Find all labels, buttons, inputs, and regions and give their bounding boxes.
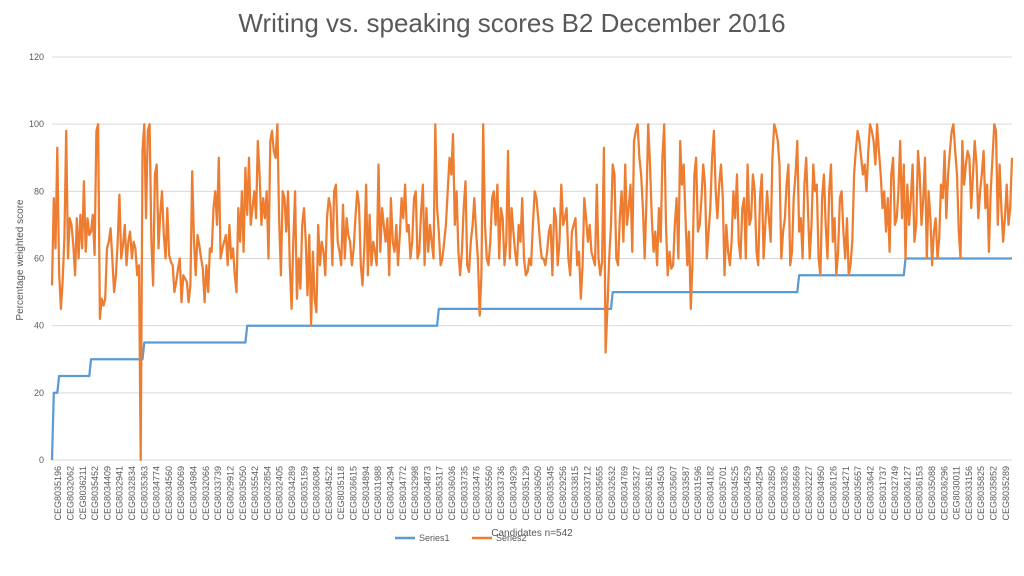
x-tick-label: CEG8035159 — [299, 466, 309, 521]
x-tick-label: CEG8033476 — [472, 466, 482, 521]
x-tick-label: CEG8034529 — [742, 466, 752, 521]
x-tick-label: CEG8029256 — [558, 466, 568, 521]
x-tick-label: CEG8034984 — [189, 466, 199, 521]
x-tick-label: CEG8031596 — [693, 466, 703, 521]
x-axis: CEG8035196 CEG8032062 CEG8036211 CEG8035452… — [53, 466, 1011, 521]
x-tick-label: CEG8036182 — [644, 466, 654, 521]
x-tick-label: CEG8036211 — [78, 466, 88, 520]
x-tick-label: CEG8033739 — [213, 466, 223, 521]
x-tick-label: CEG8036153 — [915, 466, 925, 521]
x-tick-label: CEG8035317 — [435, 466, 445, 521]
x-tick-label: CEG8034929 — [509, 466, 519, 521]
y-tick-label: 80 — [34, 186, 44, 196]
y-axis: 0 20 40 60 80 100 120 — [29, 52, 44, 465]
x-tick-label: CEG8034774 — [152, 466, 162, 521]
x-tick-label: CEG8035327 — [632, 466, 642, 521]
x-tick-label: CEG8035560 — [484, 466, 494, 521]
x-tick-label: CEG8035852 — [989, 466, 999, 521]
y-tick-label: 60 — [34, 254, 44, 264]
series-group — [50, 123, 1014, 462]
x-tick-label: CEG8032850 — [767, 466, 777, 521]
x-tick-label: CEG8033712 — [582, 466, 592, 521]
x-tick-label: CEG8036084 — [312, 466, 322, 521]
x-tick-label: CEG8033815 — [570, 466, 580, 521]
x-tick-label: CEG8034772 — [398, 466, 408, 521]
x-tick-label: CEG8034522 — [324, 466, 334, 521]
x-tick-label: CEG8032227 — [804, 466, 814, 521]
x-tick-label: CEG8035657 — [853, 466, 863, 521]
x-tick-label: CEG8034950 — [816, 466, 826, 521]
x-tick-label: CEG8035129 — [521, 466, 531, 521]
y-tick-label: 0 — [39, 455, 44, 465]
x-axis-title: Candidates n=542 — [491, 528, 573, 539]
x-tick-label: CEG8035118 — [336, 466, 346, 520]
x-tick-label: CEG8035363 — [139, 466, 149, 521]
x-tick-label: CEG8035050 — [238, 466, 248, 521]
x-tick-label: CEG8033642 — [866, 466, 876, 521]
x-tick-label: CEG8036615 — [349, 466, 359, 521]
series-line-series1 — [50, 257, 1012, 461]
x-tick-label: CEG8034873 — [422, 466, 432, 521]
x-tick-label: CEG8034894 — [361, 466, 371, 521]
y-tick-label: 40 — [34, 321, 44, 331]
legend: Series1 Series2 — [395, 533, 527, 543]
x-tick-label: CEG8034271 — [841, 466, 851, 521]
x-tick-label: CEG8035825 — [976, 466, 986, 521]
x-tick-label: CEG8032632 — [607, 466, 617, 521]
x-tick-label: CEG8036069 — [176, 466, 186, 521]
x-tick-label: CEG8035452 — [90, 466, 100, 521]
x-tick-label: CEG8036127 — [902, 466, 912, 521]
legend-label-series1: Series1 — [419, 533, 450, 543]
x-tick-label: CEG8035289 — [1001, 466, 1011, 521]
x-tick-label: CEG8032405 — [275, 466, 285, 521]
y-axis-title: Percentage weighted score — [15, 199, 26, 321]
x-tick-label: CEG8035542 — [250, 466, 260, 521]
x-tick-label: CEG8034525 — [730, 466, 740, 521]
x-tick-label: CEG8034182 — [706, 466, 716, 521]
x-tick-label: CEG8035607 — [669, 466, 679, 521]
x-tick-label: CEG8035196 — [53, 466, 63, 521]
x-tick-label: CEG8032834 — [127, 466, 137, 521]
x-tick-label: CEG8031988 — [373, 466, 383, 521]
gridlines — [52, 56, 1012, 461]
x-tick-label: CEG8035345 — [546, 466, 556, 521]
x-tick-label: CEG8033735 — [459, 466, 469, 521]
x-tick-label: CEG8036036 — [447, 466, 457, 521]
x-tick-label: CEG8033736 — [496, 466, 506, 521]
x-tick-label: CEG8033826 — [779, 466, 789, 521]
chart-title: Writing vs. speaking scores B2 December … — [238, 8, 786, 38]
x-tick-label: CEG8033156 — [964, 466, 974, 521]
x-tick-label: CEG8035669 — [792, 466, 802, 521]
x-tick-label: CEG8032062 — [66, 466, 76, 521]
x-tick-label: CEG8035088 — [927, 466, 937, 521]
x-tick-label: CEG8035655 — [595, 466, 605, 521]
series-line-series2 — [50, 123, 1014, 462]
y-tick-label: 20 — [34, 388, 44, 398]
x-tick-label: CEG8029912 — [226, 466, 236, 521]
x-tick-label: CEG8034503 — [656, 466, 666, 521]
x-tick-label: CEG8036296 — [939, 466, 949, 521]
x-tick-label: CEG8036126 — [829, 466, 839, 521]
x-tick-label: CEG8032998 — [410, 466, 420, 521]
x-tick-label: CEG8032941 — [115, 466, 125, 521]
legend-label-series2: Series2 — [496, 533, 527, 543]
x-tick-label: CEG8032749 — [890, 466, 900, 521]
y-tick-label: 100 — [29, 119, 44, 129]
x-tick-label: CEG8034289 — [287, 466, 297, 521]
y-tick-label: 120 — [29, 52, 44, 62]
x-tick-label: CEG8030011 — [952, 466, 962, 520]
x-tick-label: CEG8034560 — [164, 466, 174, 521]
x-tick-label: CEG8032854 — [262, 466, 272, 521]
x-tick-label: CEG8034409 — [102, 466, 112, 521]
x-tick-label: CEG8035701 — [718, 466, 728, 521]
x-tick-label: CEG8031737 — [878, 466, 888, 521]
x-tick-label: CEG8033587 — [681, 466, 691, 521]
x-tick-label: CEG8032066 — [201, 466, 211, 521]
x-tick-label: CEG8036050 — [533, 466, 543, 521]
x-tick-label: CEG8034254 — [755, 466, 765, 521]
x-tick-label: CEG8034294 — [386, 466, 396, 521]
x-tick-label: CEG8034769 — [619, 466, 629, 521]
